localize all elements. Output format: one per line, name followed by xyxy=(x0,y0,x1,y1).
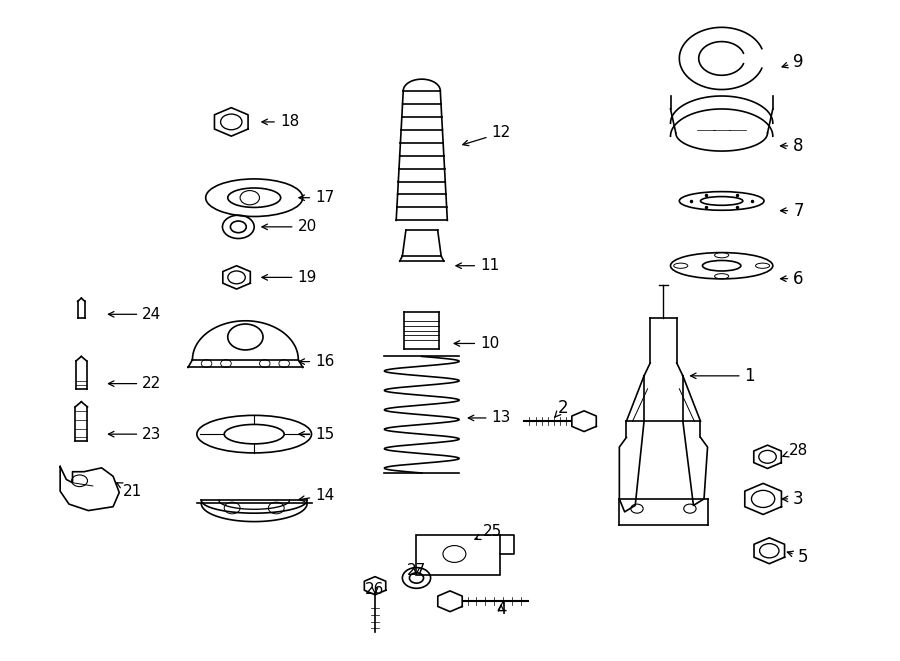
Text: 28: 28 xyxy=(783,443,808,458)
Text: 22: 22 xyxy=(108,376,161,391)
Text: 27: 27 xyxy=(407,563,426,578)
Text: 12: 12 xyxy=(463,126,511,145)
Text: 16: 16 xyxy=(299,354,335,369)
Bar xyxy=(417,535,500,574)
Text: 8: 8 xyxy=(780,137,804,155)
Text: 2: 2 xyxy=(554,399,568,417)
Text: 24: 24 xyxy=(108,307,161,322)
Text: 10: 10 xyxy=(454,336,500,351)
Text: 7: 7 xyxy=(780,202,804,219)
Text: 25: 25 xyxy=(475,524,502,539)
Text: 19: 19 xyxy=(262,270,317,285)
Text: 13: 13 xyxy=(468,410,511,426)
Text: 1: 1 xyxy=(690,367,755,385)
Text: 23: 23 xyxy=(108,426,162,442)
Text: 15: 15 xyxy=(299,426,335,442)
Text: 6: 6 xyxy=(780,270,804,288)
Text: 14: 14 xyxy=(299,488,335,503)
Text: 20: 20 xyxy=(262,219,317,235)
Text: 4: 4 xyxy=(496,600,507,618)
Text: 21: 21 xyxy=(117,483,142,498)
Text: 26: 26 xyxy=(365,582,384,597)
Text: 9: 9 xyxy=(782,53,804,71)
Text: 18: 18 xyxy=(262,114,299,130)
Text: 3: 3 xyxy=(782,490,804,508)
Text: 11: 11 xyxy=(456,258,500,273)
Text: 5: 5 xyxy=(788,548,808,566)
Text: 17: 17 xyxy=(299,190,335,205)
